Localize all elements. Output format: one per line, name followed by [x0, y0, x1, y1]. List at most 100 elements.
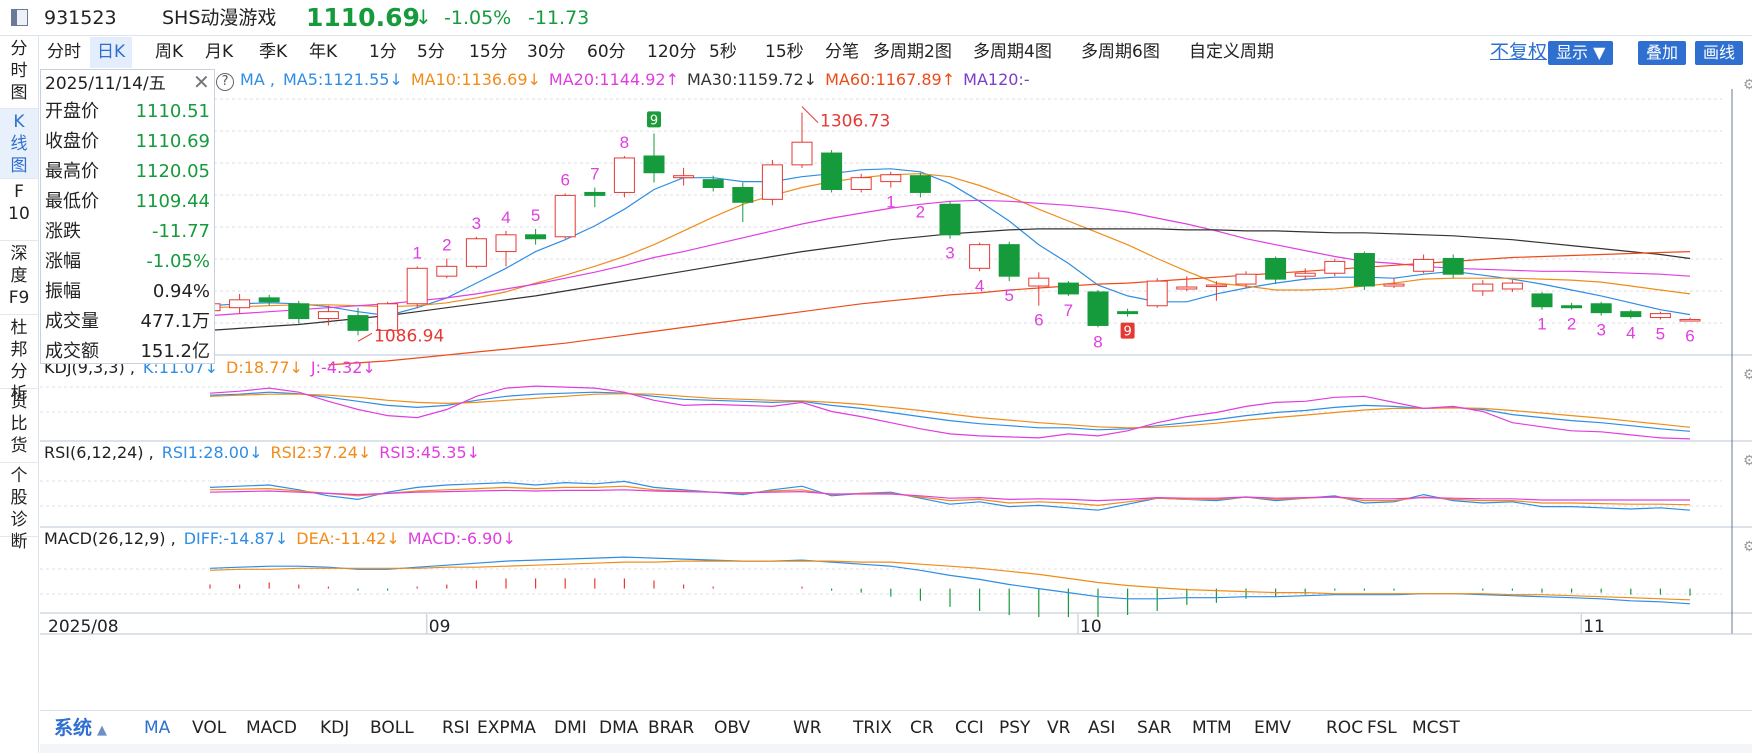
candle[interactable] — [673, 167, 695, 186]
candle[interactable] — [1057, 281, 1079, 296]
candle[interactable] — [1383, 278, 1405, 289]
side-tab-6[interactable]: 个股诊断 — [0, 463, 38, 552]
candle[interactable] — [1235, 271, 1257, 289]
candle[interactable] — [436, 258, 458, 279]
candle[interactable] — [525, 228, 547, 245]
period-tab-0[interactable]: 分时 — [47, 42, 81, 62]
indicator-tab-cr[interactable]: CR — [910, 718, 934, 738]
candle[interactable] — [1561, 302, 1583, 310]
indicator-tab-brar[interactable]: BRAR — [648, 718, 695, 738]
candle[interactable] — [1205, 281, 1227, 301]
candle[interactable] — [939, 201, 961, 239]
candle[interactable] — [406, 266, 428, 308]
panel-settings-icon[interactable]: ⚙ — [1743, 539, 1752, 555]
help-icon[interactable]: ? — [216, 73, 235, 91]
indicator-tab-dma[interactable]: DMA — [599, 718, 639, 738]
indicator-tab-mtm[interactable]: MTM — [1192, 718, 1232, 738]
period-tab-5[interactable]: 年K — [309, 42, 338, 62]
indicator-tab-vol[interactable]: VOL — [192, 718, 227, 738]
candle[interactable] — [761, 159, 783, 206]
indicator-tab-obv[interactable]: OBV — [714, 718, 751, 738]
period-tab-18[interactable]: 自定义周期 — [1189, 42, 1274, 62]
period-tab-15[interactable]: 多周期2图 — [873, 42, 952, 62]
candle[interactable] — [791, 112, 813, 168]
indicator-tab-roc[interactable]: ROC — [1326, 718, 1364, 738]
period-tab-14[interactable]: 分笔 — [825, 42, 859, 62]
indicator-tab-wr[interactable]: WR — [793, 718, 822, 738]
candle[interactable] — [229, 293, 251, 314]
side-tab-2[interactable]: F 10 — [0, 179, 38, 241]
candle[interactable] — [821, 150, 843, 193]
candle[interactable] — [1294, 268, 1316, 281]
side-tab-0[interactable]: 分时图 — [0, 36, 38, 109]
system-tab[interactable]: 系统 ▲ — [54, 711, 107, 748]
candle[interactable] — [288, 300, 310, 324]
candle[interactable] — [1117, 308, 1139, 317]
period-tab-16[interactable]: 多周期4图 — [973, 42, 1052, 62]
candle[interactable] — [1649, 311, 1671, 320]
indicator-tab-fsl[interactable]: FSL — [1367, 718, 1397, 738]
indicator-tab-ma[interactable]: MA — [144, 718, 171, 738]
candle[interactable] — [465, 236, 487, 269]
period-tab-13[interactable]: 15秒 — [765, 42, 804, 62]
candle[interactable] — [1531, 291, 1553, 310]
indicator-tab-rsi[interactable]: RSI — [442, 718, 470, 738]
candle[interactable] — [1442, 254, 1464, 279]
candle[interactable] — [495, 230, 517, 267]
panel-settings-icon[interactable]: ⚙ — [1743, 77, 1752, 93]
indicator-tab-emv[interactable]: EMV — [1254, 718, 1292, 738]
candle[interactable] — [732, 182, 754, 222]
candle[interactable] — [1265, 256, 1287, 285]
period-tab-4[interactable]: 季K — [259, 42, 288, 62]
candle[interactable] — [1146, 278, 1168, 308]
candle[interactable] — [909, 172, 931, 198]
candle[interactable] — [850, 173, 872, 193]
period-tab-1[interactable]: 日K — [90, 37, 133, 68]
candle[interactable] — [1413, 254, 1435, 274]
indicator-tab-psy[interactable]: PSY — [999, 718, 1031, 738]
candle[interactable] — [1472, 280, 1494, 296]
panel-settings-icon[interactable]: ⚙ — [1743, 367, 1752, 383]
side-tab-3[interactable]: 深度 F9 — [0, 241, 38, 315]
candle[interactable] — [1324, 258, 1346, 277]
period-tab-11[interactable]: 120分 — [647, 42, 697, 62]
candle[interactable] — [1176, 276, 1198, 291]
candle[interactable] — [1353, 251, 1375, 290]
indicator-tab-asi[interactable]: ASI — [1088, 718, 1116, 738]
period-tab-2[interactable]: 周K — [155, 42, 184, 62]
indicator-tab-trix[interactable]: TRIX — [853, 718, 892, 738]
candle[interactable] — [1590, 301, 1612, 316]
side-tab-4[interactable]: 杜邦分析 — [0, 315, 38, 404]
close-icon[interactable]: ✕ — [193, 70, 210, 94]
candle[interactable] — [1501, 280, 1523, 292]
candle[interactable] — [258, 294, 280, 306]
candle[interactable] — [998, 241, 1020, 282]
indicator-tab-boll[interactable]: BOLL — [370, 718, 414, 738]
candle[interactable] — [1087, 289, 1109, 328]
panel-settings-icon[interactable]: ⚙ — [1743, 453, 1752, 469]
indicator-tab-vr[interactable]: VR — [1047, 718, 1071, 738]
candle[interactable] — [1028, 272, 1050, 306]
period-tab-17[interactable]: 多周期6图 — [1081, 42, 1160, 62]
candle[interactable] — [613, 155, 635, 198]
candle[interactable] — [317, 305, 339, 326]
period-tab-7[interactable]: 5分 — [417, 42, 445, 62]
window-layout-icon[interactable] — [11, 9, 28, 26]
indicator-tab-mcst[interactable]: MCST — [1412, 718, 1460, 738]
candle[interactable] — [584, 187, 606, 208]
indicator-tab-expma[interactable]: EXPMA — [477, 718, 536, 738]
period-tab-8[interactable]: 15分 — [469, 42, 508, 62]
candle[interactable] — [377, 301, 399, 334]
overlay-button[interactable]: 叠加 — [1638, 41, 1687, 65]
candle[interactable] — [554, 193, 576, 239]
candle[interactable] — [643, 133, 665, 183]
chart-area[interactable]: 1 2 3 4 5 6 7 8 9 1 2 3 4 5 6 7 8 9 1 2 3 4 5 6 1306.73 1086.94 20… — [40, 69, 1752, 710]
period-tab-12[interactable]: 5秒 — [709, 42, 737, 62]
indicator-tab-sar[interactable]: SAR — [1137, 718, 1172, 738]
candle[interactable] — [702, 175, 724, 192]
display-button[interactable]: 显示 ▼ — [1548, 41, 1614, 65]
candle[interactable] — [1620, 309, 1642, 319]
kline-chart[interactable]: 1 2 3 4 5 6 7 8 9 1 2 3 4 5 6 7 8 9 1 2 3 4 5 6 1306.73 1086.94 20… — [40, 69, 1752, 710]
candle[interactable] — [969, 242, 991, 272]
